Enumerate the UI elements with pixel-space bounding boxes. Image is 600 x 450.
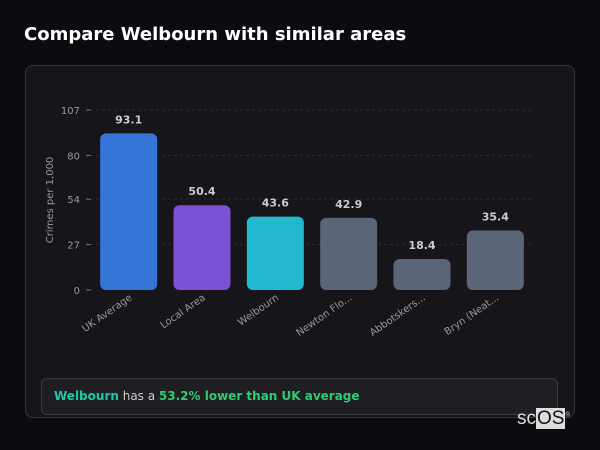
bar <box>100 133 158 290</box>
y-tick-label: 80 <box>67 151 80 162</box>
insight-area: Welbourn <box>54 389 119 403</box>
bar <box>393 259 451 290</box>
y-axis-label: Crimes per 1,000 <box>45 157 56 244</box>
x-tick-label: Newton Flo... <box>295 292 355 339</box>
x-tick-label: Abbotskers... <box>368 292 428 338</box>
insight-comparison: 53.2% lower than UK average <box>158 389 360 403</box>
bar-value-label: 50.4 <box>188 185 215 198</box>
insight-box: Welbourn has a 53.2% lower than UK avera… <box>41 378 558 415</box>
y-tick-label: 107 <box>61 106 80 117</box>
x-tick-label: UK Average <box>80 292 134 334</box>
bar <box>246 216 304 290</box>
bar <box>320 217 378 290</box>
bar-value-label: 18.4 <box>408 239 435 252</box>
logo-text-b: OS <box>536 408 566 429</box>
bar-value-label: 42.9 <box>335 198 362 211</box>
y-tick-label: 27 <box>67 241 80 252</box>
insight-middle: has a <box>118 389 159 403</box>
x-tick-label: Welbourn <box>236 292 281 328</box>
bar <box>466 230 524 290</box>
bar <box>173 205 231 290</box>
bar-value-label: 35.4 <box>482 210 509 223</box>
page-title: Compare Welbourn with similar areas <box>24 24 407 45</box>
y-tick-label: 54 <box>67 195 80 206</box>
x-tick-label: Local Area <box>159 292 208 331</box>
y-tick-label: 0 <box>74 286 80 297</box>
x-tick-label: Bryn (Neat... <box>443 292 501 337</box>
scos-logo: scOS® <box>517 408 570 430</box>
logo-mark: ® <box>565 412 570 419</box>
logo-text-a: sc <box>517 408 536 429</box>
bar-value-label: 93.1 <box>115 113 142 126</box>
bar-value-label: 43.6 <box>262 197 289 210</box>
